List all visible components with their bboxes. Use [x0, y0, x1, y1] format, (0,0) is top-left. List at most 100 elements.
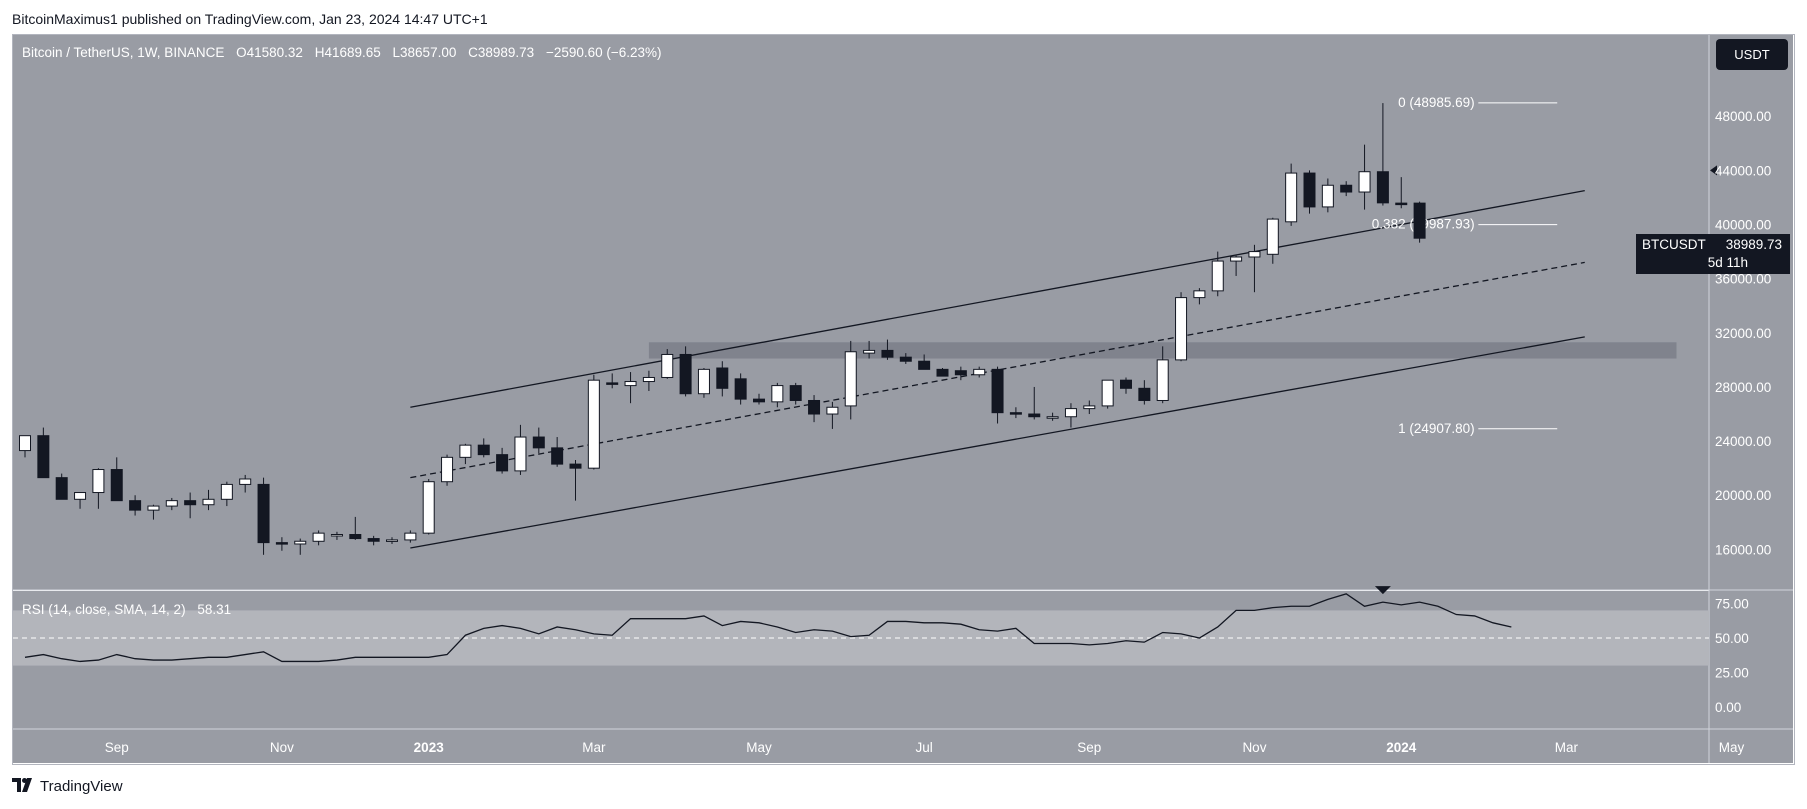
- price-tag-price: 38989.73: [1725, 237, 1782, 252]
- candle-body: [330, 534, 343, 537]
- candle-body: [753, 398, 765, 403]
- rsi-label[interactable]: RSI (14, close, SMA, 14, 2): [22, 602, 186, 617]
- time-axis-label: May: [1719, 740, 1745, 755]
- candle-body: [74, 492, 87, 500]
- currency-button[interactable]: USDT: [1716, 39, 1788, 70]
- candle-body: [239, 478, 252, 485]
- candle-body: [1028, 413, 1041, 418]
- price-scale-label: 36000.00: [1715, 272, 1771, 287]
- candle-body: [808, 399, 821, 415]
- channel-lower-line: [410, 336, 1585, 549]
- time-axis-label: Nov: [270, 740, 294, 755]
- time-axis-label: Mar: [1555, 740, 1579, 755]
- candle-body: [1156, 359, 1169, 401]
- price-marker-icon: [1710, 165, 1717, 176]
- candle-body: [624, 381, 637, 387]
- candle-body: [19, 435, 31, 452]
- candle-body: [1009, 412, 1022, 415]
- brand-name: TradingView: [40, 778, 123, 795]
- price-scale-label: 16000.00: [1715, 542, 1771, 557]
- fib-level-label: 0 (48985.69): [1398, 95, 1475, 110]
- candle-body: [771, 385, 784, 403]
- time-axis-label: 2024: [1386, 740, 1417, 755]
- time-axis-label: Jul: [916, 740, 933, 755]
- candle-body: [92, 469, 105, 494]
- candle-body: [991, 368, 1004, 414]
- candle-body: [1083, 405, 1096, 410]
- candle-body: [587, 379, 600, 469]
- candle-body: [1175, 297, 1188, 361]
- candle-body: [1211, 260, 1224, 292]
- candle-body: [1376, 171, 1389, 204]
- price-scale-bg: [1709, 35, 1793, 763]
- candle-body: [386, 539, 398, 542]
- candle-body: [55, 477, 68, 500]
- rsi-scale-label: 75.00: [1715, 597, 1749, 612]
- candle-body: [257, 483, 270, 544]
- open-label: O: [236, 45, 247, 60]
- rsi-line: [24, 593, 1512, 663]
- candle-body: [294, 540, 307, 545]
- candle-body: [514, 436, 527, 472]
- candle-body: [606, 382, 619, 385]
- candle-body: [918, 360, 931, 370]
- candle-body: [679, 353, 692, 395]
- candle-body: [129, 500, 142, 511]
- time-axis-label: 2023: [414, 740, 445, 755]
- candle-body: [1046, 416, 1059, 419]
- candle-body: [275, 542, 288, 545]
- rsi-scale-label: 0.00: [1715, 700, 1741, 715]
- price-tag-symbol: BTCUSDT: [1642, 237, 1706, 252]
- rsi-legend: RSI (14, close, SMA, 14, 2) 58.31: [22, 602, 231, 617]
- candle-body: [1120, 379, 1132, 389]
- candle-body: [110, 469, 123, 502]
- last-price-tag: BTCUSDT 38989.73 5d 11h: [1636, 234, 1790, 274]
- low-value: 38657.00: [400, 45, 457, 60]
- price-tag-countdown: 5d 11h: [1707, 255, 1748, 270]
- candle-body: [404, 532, 417, 541]
- candle-body: [569, 463, 582, 469]
- tradingview-brand: TradingView: [12, 778, 123, 795]
- candle-body: [1230, 256, 1243, 262]
- candle-body: [863, 349, 876, 354]
- price-scale-label: 40000.00: [1715, 218, 1771, 233]
- candle-body: [367, 538, 380, 542]
- open-value: 41580.32: [246, 45, 303, 60]
- high-label: H: [314, 45, 325, 60]
- high-value: 41689.65: [324, 45, 381, 60]
- candle-body: [165, 500, 178, 507]
- candle-body: [1358, 171, 1371, 193]
- price-scale-label: 32000.00: [1715, 326, 1771, 341]
- channel-middle-line: [410, 261, 1585, 479]
- published-by-line: BitcoinMaximus1 published on TradingView…: [12, 11, 488, 27]
- candle-body: [1413, 202, 1426, 239]
- rsi-scale-label: 50.00: [1715, 631, 1749, 646]
- channel-upper-line: [410, 190, 1585, 408]
- candle-body: [899, 356, 912, 362]
- rsi-value: 58.31: [197, 602, 232, 617]
- candle-body: [1340, 184, 1353, 193]
- candle-body: [349, 534, 362, 540]
- candle-body: [312, 532, 325, 542]
- candle-body: [202, 498, 215, 506]
- fib-level-label: 1 (24907.80): [1398, 421, 1475, 436]
- candle-body: [147, 505, 160, 511]
- candle-body: [734, 378, 747, 400]
- low-label: L: [392, 45, 401, 60]
- candle-body: [459, 444, 472, 458]
- candle-body: [477, 444, 490, 456]
- candle-body: [1193, 290, 1206, 299]
- candle-body: [826, 406, 839, 415]
- candle-body: [844, 351, 857, 407]
- candle-body: [1321, 184, 1334, 208]
- candle-body: [697, 368, 710, 395]
- candle-body: [1248, 251, 1261, 258]
- candle-body: [954, 370, 967, 376]
- time-axis-label: Nov: [1242, 740, 1266, 755]
- symbol-title[interactable]: Bitcoin / TetherUS, 1W, BINANCE: [22, 45, 225, 60]
- price-scale-label: 28000.00: [1715, 380, 1771, 395]
- time-axis-label: Sep: [1077, 740, 1101, 755]
- candle-body: [1138, 387, 1151, 401]
- rsi-arrow-down-icon: [1374, 586, 1391, 595]
